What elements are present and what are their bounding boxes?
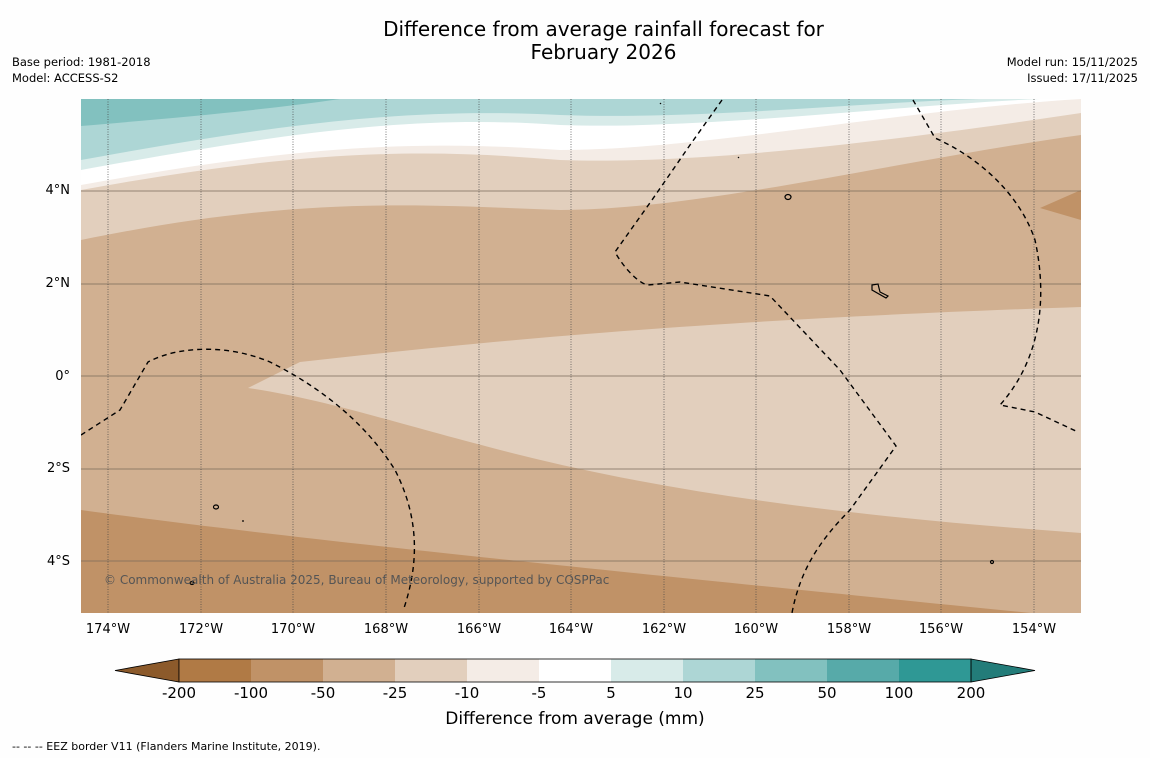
colorbar-tick: -10 (454, 684, 480, 702)
model-name: Model: ACCESS-S2 (12, 71, 119, 85)
colorbar-segment (899, 659, 971, 682)
footer-legend: -- -- -- EEZ border V11 (Flanders Marine… (12, 740, 321, 753)
map-fields (81, 99, 1081, 613)
meta-right: Model run: 15/11/2025 Issued: 17/11/2025 (1007, 54, 1138, 86)
lat-label: 2°S (46, 461, 70, 476)
copyright-notice: © Commonwealth of Australia 2025, Bureau… (104, 573, 610, 587)
lon-label: 158°W (826, 622, 872, 637)
title-line-2: February 2026 (530, 40, 677, 64)
field-deep-teal (81, 99, 340, 126)
colorbar-title: Difference from average (mm) (445, 709, 705, 729)
island-3 (212, 504, 220, 510)
field-light-equator (248, 307, 1081, 533)
field-teal (81, 99, 980, 160)
colorbar-tick: 10 (673, 684, 693, 702)
meta-left: Base period: 1981-2018 Model: ACCESS-S2 (12, 54, 151, 86)
colorbar-tick: 25 (745, 684, 765, 702)
colorbar-segment (683, 659, 755, 682)
lon-label: 164°W (548, 622, 594, 637)
colorbar-tick: -5 (531, 684, 547, 702)
lon-label: 170°W (270, 622, 316, 637)
model-run: Model run: 15/11/2025 (1006, 55, 1138, 69)
colorbar-tick: -200 (161, 684, 197, 702)
colorbar-segment (827, 659, 899, 682)
eez-border-west (81, 348, 416, 609)
colorbar-segment (467, 659, 539, 682)
colorbar-tick: 5 (606, 684, 616, 702)
colorbar-tick: -100 (233, 684, 269, 702)
lon-label: 174°W (85, 622, 131, 637)
colorbar (114, 658, 1036, 683)
field-dark-ne (1040, 190, 1081, 220)
colorbar-segment (755, 659, 827, 682)
lon-label: 154°W (1011, 622, 1057, 637)
graticule (81, 99, 1081, 613)
island-7 (737, 156, 740, 159)
island-5 (189, 580, 195, 586)
lon-label: 156°W (918, 622, 964, 637)
island-4 (989, 559, 995, 565)
colorbar-segment (611, 659, 683, 682)
colorbar-tick: -50 (310, 684, 336, 702)
colorbar-tick: -25 (382, 684, 408, 702)
lon-label: 162°W (641, 622, 687, 637)
lat-label: 4°N (45, 183, 71, 198)
lon-label: 168°W (363, 622, 409, 637)
base-period: Base period: 1981-2018 (12, 55, 151, 69)
lat-label: 4°S (46, 554, 70, 569)
colorbar-segment (251, 659, 323, 682)
lat-label: 2°N (45, 276, 71, 291)
island-6 (659, 102, 662, 105)
colorbar-extend-max (970, 658, 1036, 683)
issued-date: Issued: 17/11/2025 (1027, 71, 1138, 85)
island-1 (784, 193, 792, 201)
eez-borders (81, 99, 1079, 613)
eez-border-east (912, 99, 1079, 433)
lon-label: 160°W (733, 622, 779, 637)
lon-label: 166°W (456, 622, 502, 637)
lat-label: 0° (55, 369, 70, 384)
title-line-1: Difference from average rainfall forecas… (383, 17, 824, 41)
islands (189, 102, 995, 586)
colorbar-tick: 100 (884, 684, 914, 702)
colorbar-segment (539, 659, 611, 682)
colorbar-segment (179, 659, 251, 682)
colorbar-tick: 200 (956, 684, 986, 702)
field-dark-south (81, 510, 1081, 613)
island-2 (871, 283, 890, 299)
colorbar-border (178, 658, 972, 683)
colorbar-segment (395, 659, 467, 682)
colorbar-extend-min (114, 658, 180, 683)
lon-label: 172°W (178, 622, 224, 637)
chart-title: Difference from average rainfall forecas… (0, 18, 1150, 64)
colorbar-tick: 50 (817, 684, 837, 702)
colorbar-segment (323, 659, 395, 682)
